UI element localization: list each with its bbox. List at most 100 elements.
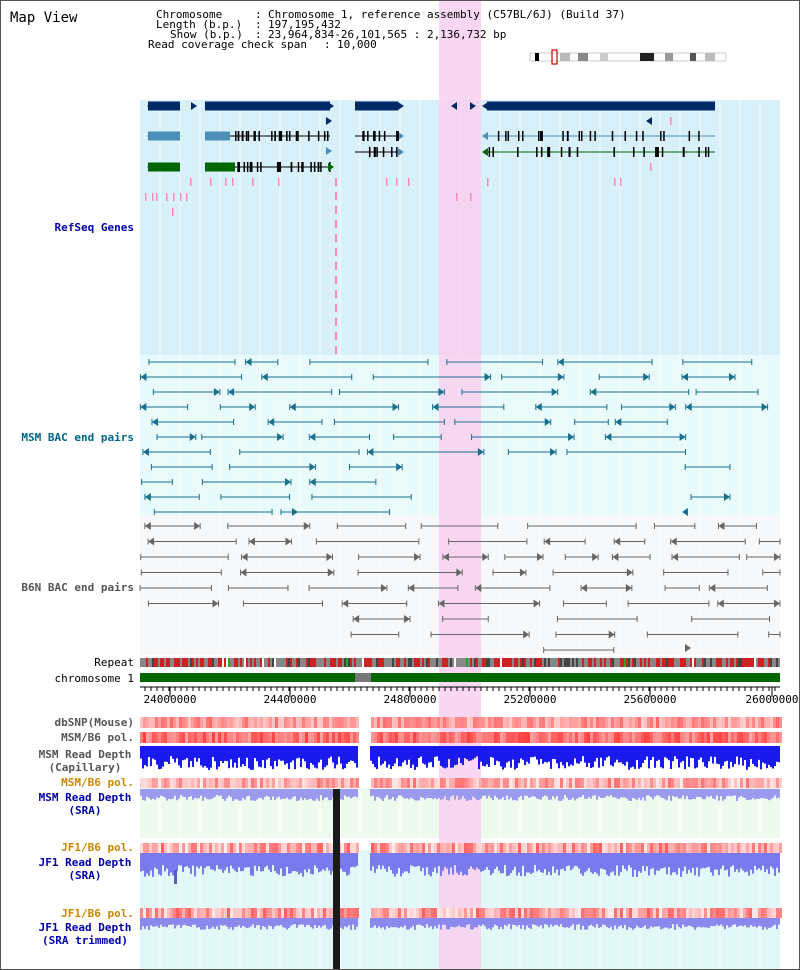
heat-cell [335, 717, 338, 728]
depth-bar [340, 746, 342, 764]
heat-cell [557, 778, 560, 788]
heat-cell [566, 908, 569, 918]
depth-bar [444, 853, 446, 867]
repeat-segment [586, 658, 588, 667]
depth-bar [212, 918, 214, 927]
heat-cell [596, 717, 599, 728]
repeat-segment [556, 658, 558, 667]
heat-cell [182, 717, 185, 728]
heat-cell [149, 717, 152, 728]
heat-cell [452, 778, 455, 788]
heat-cell [761, 717, 764, 728]
heat-cell [344, 908, 347, 918]
depth-bar [764, 789, 766, 799]
heat-cell [704, 778, 707, 788]
heat-cell [668, 717, 671, 728]
depth-bar [442, 918, 444, 925]
depth-bar [396, 853, 398, 874]
track-label-chromosome[interactable]: chromosome 1 [54, 672, 134, 685]
heat-cell [680, 908, 683, 918]
bac-arrow-icon [685, 644, 691, 652]
track-label-refseq[interactable]: RefSeq Genes [54, 221, 134, 234]
depth-bar [384, 789, 386, 798]
heat-cell [401, 717, 404, 728]
track-label-jf1-b6-pol-1[interactable]: JF1/B6 pol. [61, 841, 134, 854]
heat-cell [317, 778, 320, 788]
exon [624, 131, 626, 141]
heat-cell [653, 843, 656, 853]
heat-cell [305, 908, 308, 918]
heat-cell [728, 732, 731, 743]
track-label-b6n-bac[interactable]: B6N BAC end pairs [21, 581, 134, 594]
depth-bar [722, 789, 724, 801]
depth-bar [218, 746, 220, 767]
axis-tick-label: 25600000 [623, 693, 677, 706]
heat-cell [350, 843, 353, 853]
depth-bar [462, 918, 464, 927]
repeat-segment [512, 658, 514, 667]
repeat-segment [342, 658, 344, 667]
track-label-msm-b6-pol-2[interactable]: MSM/B6 pol. [61, 776, 134, 789]
heat-cell [377, 778, 380, 788]
depth-bar [496, 746, 498, 761]
track-label-dbsnp[interactable]: dbSNP(Mouse) [54, 716, 134, 729]
heat-cell [539, 732, 542, 743]
track-label-msm-b6-pol-1[interactable]: MSM/B6 pol. [61, 731, 134, 744]
track-label-jf1-depth-sra[interactable]: JF1 Read Depth (SRA) [30, 856, 140, 882]
track-label-msm-depth-sra[interactable]: MSM Read Depth (SRA) [30, 791, 140, 817]
heat-cell [737, 732, 740, 743]
repeat-segment [240, 658, 242, 667]
depth-bar [230, 746, 232, 760]
heat-cell [281, 717, 284, 728]
exon [256, 162, 259, 172]
repeat-segment [176, 658, 178, 667]
heat-cell [152, 843, 155, 853]
depth-bar [724, 746, 726, 762]
repeat-segment [452, 658, 454, 667]
depth-bar [764, 853, 766, 873]
depth-bar [708, 918, 710, 928]
repeat-segment [338, 658, 340, 667]
heat-cell [743, 908, 746, 918]
heat-cell [773, 908, 776, 918]
gene-arrow-icon [761, 403, 768, 411]
exon [253, 131, 256, 141]
depth-bar [682, 789, 684, 796]
depth-bar [548, 746, 550, 762]
heat-cell [428, 908, 431, 918]
depth-bar [560, 746, 562, 763]
depth-bar [348, 853, 350, 875]
heat-cell [482, 778, 485, 788]
heat-cell [563, 843, 566, 853]
depth-bar [384, 918, 386, 930]
depth-bar [298, 918, 300, 925]
heat-cell [728, 908, 731, 918]
repeat-segment [680, 658, 682, 667]
track-label-repeat[interactable]: Repeat [94, 656, 134, 669]
depth-bar [732, 853, 734, 866]
track-label-jf1-b6-pol-2[interactable]: JF1/B6 pol. [61, 907, 134, 920]
track-label-msm-bac[interactable]: MSM BAC end pairs [21, 431, 134, 444]
heat-cell [593, 908, 596, 918]
heat-cell [248, 908, 251, 918]
heat-cell [578, 843, 581, 853]
depth-bar [390, 746, 392, 770]
depth-bar [558, 918, 560, 927]
track-label-jf1-depth-trim[interactable]: JF1 Read Depth (SRA trimmed) [30, 921, 140, 947]
heat-cell [677, 908, 680, 918]
depth-bar [686, 853, 688, 874]
exon [295, 131, 298, 141]
heat-cell [545, 778, 548, 788]
heat-cell [524, 908, 527, 918]
depth-bar [164, 789, 166, 798]
track-label-msm-depth-cap[interactable]: MSM Read Depth (Capillary) [30, 748, 140, 774]
exon [288, 131, 291, 141]
heat-cell [659, 908, 662, 918]
gene-arrow-icon [626, 568, 633, 577]
depth-bar [690, 918, 692, 927]
depth-bar [440, 789, 442, 800]
heat-cell [188, 908, 191, 918]
depth-bar [320, 789, 322, 796]
repeat-segment [404, 658, 406, 667]
